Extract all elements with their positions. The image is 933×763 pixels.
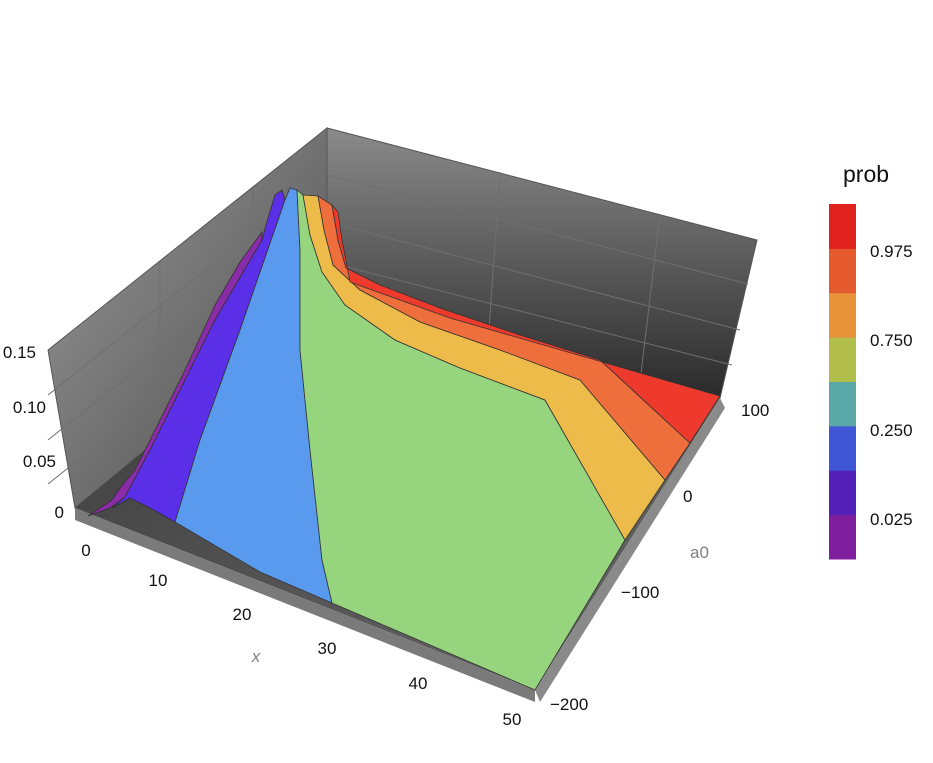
z-tick-label: 0 xyxy=(55,503,64,522)
legend-tick-label: 0.250 xyxy=(870,421,913,440)
legend-tick-label: 0.975 xyxy=(870,242,913,261)
x-tick-label: 0 xyxy=(81,541,90,560)
legend-band xyxy=(829,381,856,427)
z-tick-label: 0.05 xyxy=(23,452,56,471)
a0-tick-label: −100 xyxy=(621,583,659,602)
z-tick-label: 0.15 xyxy=(3,343,36,362)
legend-band xyxy=(829,337,856,382)
legend-tick-label: 0.025 xyxy=(870,510,913,529)
legend-title: prob xyxy=(843,161,889,187)
band-top xyxy=(331,203,721,444)
legend-tick-label: 0.750 xyxy=(870,331,913,350)
legend-band xyxy=(829,514,856,560)
legend: prob 0.025 0.250 0.750 0.975 xyxy=(829,161,913,560)
x-tick-label: 10 xyxy=(149,571,168,590)
floor-edge-right xyxy=(535,398,725,702)
z-axis: 0.15 0.10 0.05 0 xyxy=(3,343,64,522)
a0-tick-label: −200 xyxy=(550,695,588,714)
legend-colorbar xyxy=(829,204,856,560)
x-axis: 0 10 20 30 40 50 x xyxy=(81,541,521,729)
legend-band xyxy=(829,248,856,294)
x-tick-label: 50 xyxy=(503,710,522,729)
z-tick-label: 0.10 xyxy=(13,398,46,417)
legend-band xyxy=(829,204,856,249)
a0-tick-label: 0 xyxy=(683,487,692,506)
floor-edge xyxy=(75,508,535,702)
x-axis-title: x xyxy=(251,647,261,666)
surface xyxy=(87,187,721,691)
a0-axis-title: a0 xyxy=(690,543,709,562)
legend-tick-labels: 0.025 0.250 0.750 0.975 xyxy=(870,242,913,529)
legend-band xyxy=(829,425,856,471)
x-tick-label: 20 xyxy=(233,605,252,624)
x-tick-label: 30 xyxy=(318,639,337,658)
legend-band xyxy=(829,292,856,338)
x-tick-label: 40 xyxy=(409,674,428,693)
a0-tick-label: 100 xyxy=(741,401,769,420)
a0-axis: 100 0 −100 −200 a0 xyxy=(550,401,769,714)
legend-band xyxy=(829,470,856,516)
band-0.025-0.25 xyxy=(111,189,286,523)
